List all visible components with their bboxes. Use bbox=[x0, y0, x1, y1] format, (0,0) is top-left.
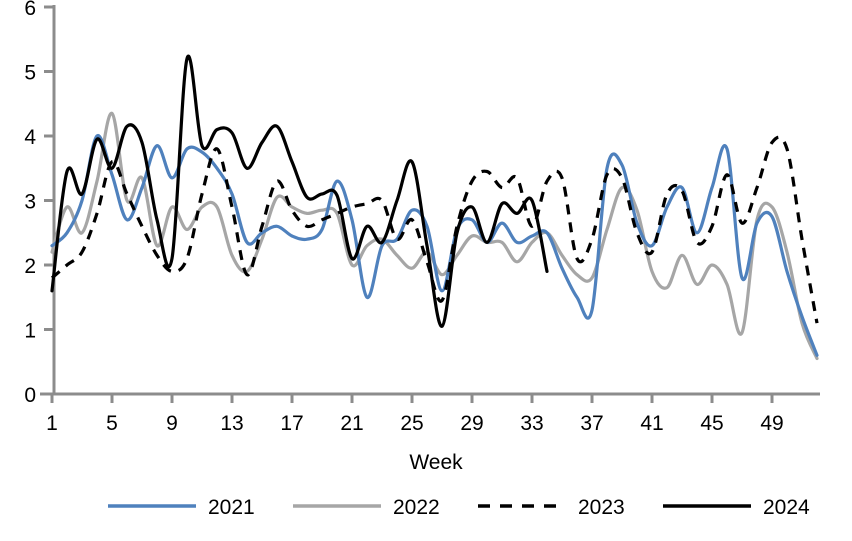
x-tick-label: 13 bbox=[220, 412, 243, 435]
x-tick-label: 1 bbox=[46, 412, 58, 435]
y-tick-label: 6 bbox=[24, 0, 36, 20]
y-tick-label: 4 bbox=[24, 126, 36, 149]
series-line-2024 bbox=[50, 54, 549, 328]
chart-legend: 2021 2022 2023 2024 bbox=[108, 496, 810, 519]
x-tick-label: 45 bbox=[700, 412, 723, 435]
x-tick-label: 17 bbox=[280, 412, 303, 435]
series-line-2022 bbox=[50, 111, 819, 361]
y-tick-label: 1 bbox=[24, 320, 36, 343]
x-tick-label: 21 bbox=[340, 412, 363, 435]
x-tick-label: 33 bbox=[520, 412, 543, 435]
x-tick-label: 29 bbox=[460, 412, 483, 435]
legend-label-2021: 2021 bbox=[208, 496, 255, 519]
y-tick-label: 3 bbox=[24, 191, 36, 214]
x-tick-label: 25 bbox=[400, 412, 423, 435]
x-tick-label: 41 bbox=[640, 412, 663, 435]
x-tick-label: 9 bbox=[166, 412, 178, 435]
legend-label-2022: 2022 bbox=[393, 496, 440, 519]
series-line-2023 bbox=[50, 135, 819, 324]
x-tick-label: 5 bbox=[106, 412, 118, 435]
x-tick-label: 49 bbox=[760, 412, 783, 435]
x-axis-title: Week bbox=[409, 451, 463, 474]
x-tick-label: 37 bbox=[580, 412, 603, 435]
legend-label-2023: 2023 bbox=[578, 496, 625, 519]
series-line-2021 bbox=[50, 134, 819, 357]
y-tick-label: 5 bbox=[24, 62, 36, 85]
y-tick-label: 0 bbox=[24, 384, 36, 407]
y-tick-label: 2 bbox=[24, 255, 36, 278]
legend-label-2024: 2024 bbox=[763, 496, 810, 519]
